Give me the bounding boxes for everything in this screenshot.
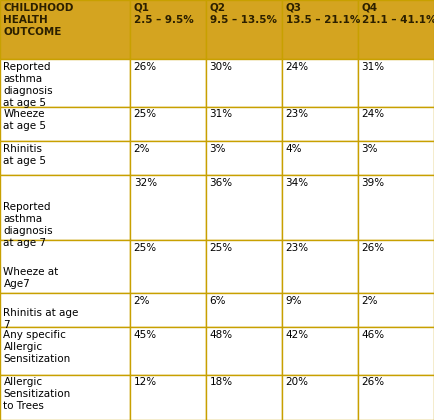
Text: Q4
21.1 – 41.1%: Q4 21.1 – 41.1% xyxy=(362,3,434,24)
Text: 9%: 9% xyxy=(286,296,302,306)
Bar xyxy=(130,0,206,59)
Bar xyxy=(282,141,358,175)
Text: 48%: 48% xyxy=(210,330,233,340)
Bar xyxy=(0,293,130,327)
Bar xyxy=(358,327,434,375)
Bar xyxy=(358,175,434,240)
Bar xyxy=(0,141,130,175)
Text: 23%: 23% xyxy=(286,109,309,119)
Bar xyxy=(358,0,434,59)
Bar xyxy=(282,327,358,375)
Bar xyxy=(282,0,358,59)
Bar xyxy=(0,59,130,107)
Text: 23%: 23% xyxy=(286,243,309,253)
Bar xyxy=(282,175,358,240)
Text: 31%: 31% xyxy=(362,62,385,72)
Bar xyxy=(206,327,282,375)
Bar xyxy=(206,107,282,141)
Text: CHILDHOOD
HEALTH
OUTCOME: CHILDHOOD HEALTH OUTCOME xyxy=(3,3,74,37)
Text: 18%: 18% xyxy=(210,377,233,387)
Bar xyxy=(206,141,282,175)
Bar xyxy=(0,107,130,141)
Bar xyxy=(358,293,434,327)
Text: 32%: 32% xyxy=(134,178,157,188)
Bar xyxy=(206,293,282,327)
Bar xyxy=(206,175,282,240)
Text: Rhinitis at age
7: Rhinitis at age 7 xyxy=(3,296,79,330)
Text: 46%: 46% xyxy=(362,330,385,340)
Bar xyxy=(130,59,206,107)
Text: Q2
9.5 – 13.5%: Q2 9.5 – 13.5% xyxy=(210,3,276,24)
Bar xyxy=(130,375,206,420)
Bar xyxy=(0,175,130,240)
Text: Any specific
Allergic
Sensitization: Any specific Allergic Sensitization xyxy=(3,330,71,364)
Bar xyxy=(0,375,130,420)
Text: 45%: 45% xyxy=(134,330,157,340)
Bar xyxy=(130,175,206,240)
Text: 24%: 24% xyxy=(362,109,385,119)
Text: Reported
asthma
diagnosis
at age 5: Reported asthma diagnosis at age 5 xyxy=(3,62,53,108)
Bar xyxy=(130,240,206,293)
Text: 3%: 3% xyxy=(210,144,226,154)
Bar xyxy=(282,59,358,107)
Text: Reported
asthma
diagnosis
at age 7: Reported asthma diagnosis at age 7 xyxy=(3,178,53,248)
Text: 31%: 31% xyxy=(210,109,233,119)
Bar xyxy=(358,240,434,293)
Text: 20%: 20% xyxy=(286,377,309,387)
Text: 6%: 6% xyxy=(210,296,226,306)
Text: 12%: 12% xyxy=(134,377,157,387)
Text: 2%: 2% xyxy=(362,296,378,306)
Bar xyxy=(130,141,206,175)
Text: 26%: 26% xyxy=(362,377,385,387)
Text: 26%: 26% xyxy=(134,62,157,72)
Bar xyxy=(358,141,434,175)
Text: 4%: 4% xyxy=(286,144,302,154)
Text: 25%: 25% xyxy=(210,243,233,253)
Bar xyxy=(206,375,282,420)
Text: 26%: 26% xyxy=(362,243,385,253)
Bar xyxy=(282,375,358,420)
Bar xyxy=(358,107,434,141)
Bar xyxy=(130,293,206,327)
Bar xyxy=(0,0,130,59)
Bar xyxy=(0,240,130,293)
Text: 30%: 30% xyxy=(210,62,233,72)
Bar xyxy=(206,59,282,107)
Bar xyxy=(282,240,358,293)
Text: 36%: 36% xyxy=(210,178,233,188)
Text: 3%: 3% xyxy=(362,144,378,154)
Bar xyxy=(282,293,358,327)
Text: 2%: 2% xyxy=(134,296,150,306)
Text: Rhinitis
at age 5: Rhinitis at age 5 xyxy=(3,144,46,165)
Text: 39%: 39% xyxy=(362,178,385,188)
Text: Allergic
Sensitization
to Trees: Allergic Sensitization to Trees xyxy=(3,377,71,411)
Bar xyxy=(358,375,434,420)
Bar xyxy=(130,107,206,141)
Text: Wheeze at
Age7: Wheeze at Age7 xyxy=(3,243,59,289)
Text: Wheeze
at age 5: Wheeze at age 5 xyxy=(3,109,46,131)
Text: Q1
2.5 – 9.5%: Q1 2.5 – 9.5% xyxy=(134,3,194,24)
Text: 25%: 25% xyxy=(134,109,157,119)
Bar xyxy=(358,59,434,107)
Text: Q3
13.5 – 21.1%: Q3 13.5 – 21.1% xyxy=(286,3,360,24)
Bar xyxy=(206,0,282,59)
Bar xyxy=(206,240,282,293)
Text: 25%: 25% xyxy=(134,243,157,253)
Bar xyxy=(282,107,358,141)
Text: 34%: 34% xyxy=(286,178,309,188)
Text: 24%: 24% xyxy=(286,62,309,72)
Bar xyxy=(0,327,130,375)
Text: 42%: 42% xyxy=(286,330,309,340)
Text: 2%: 2% xyxy=(134,144,150,154)
Bar xyxy=(130,327,206,375)
